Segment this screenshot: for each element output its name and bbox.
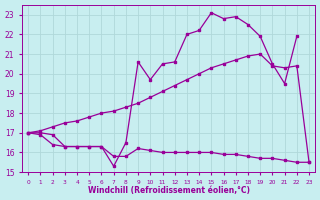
X-axis label: Windchill (Refroidissement éolien,°C): Windchill (Refroidissement éolien,°C)	[88, 186, 250, 195]
